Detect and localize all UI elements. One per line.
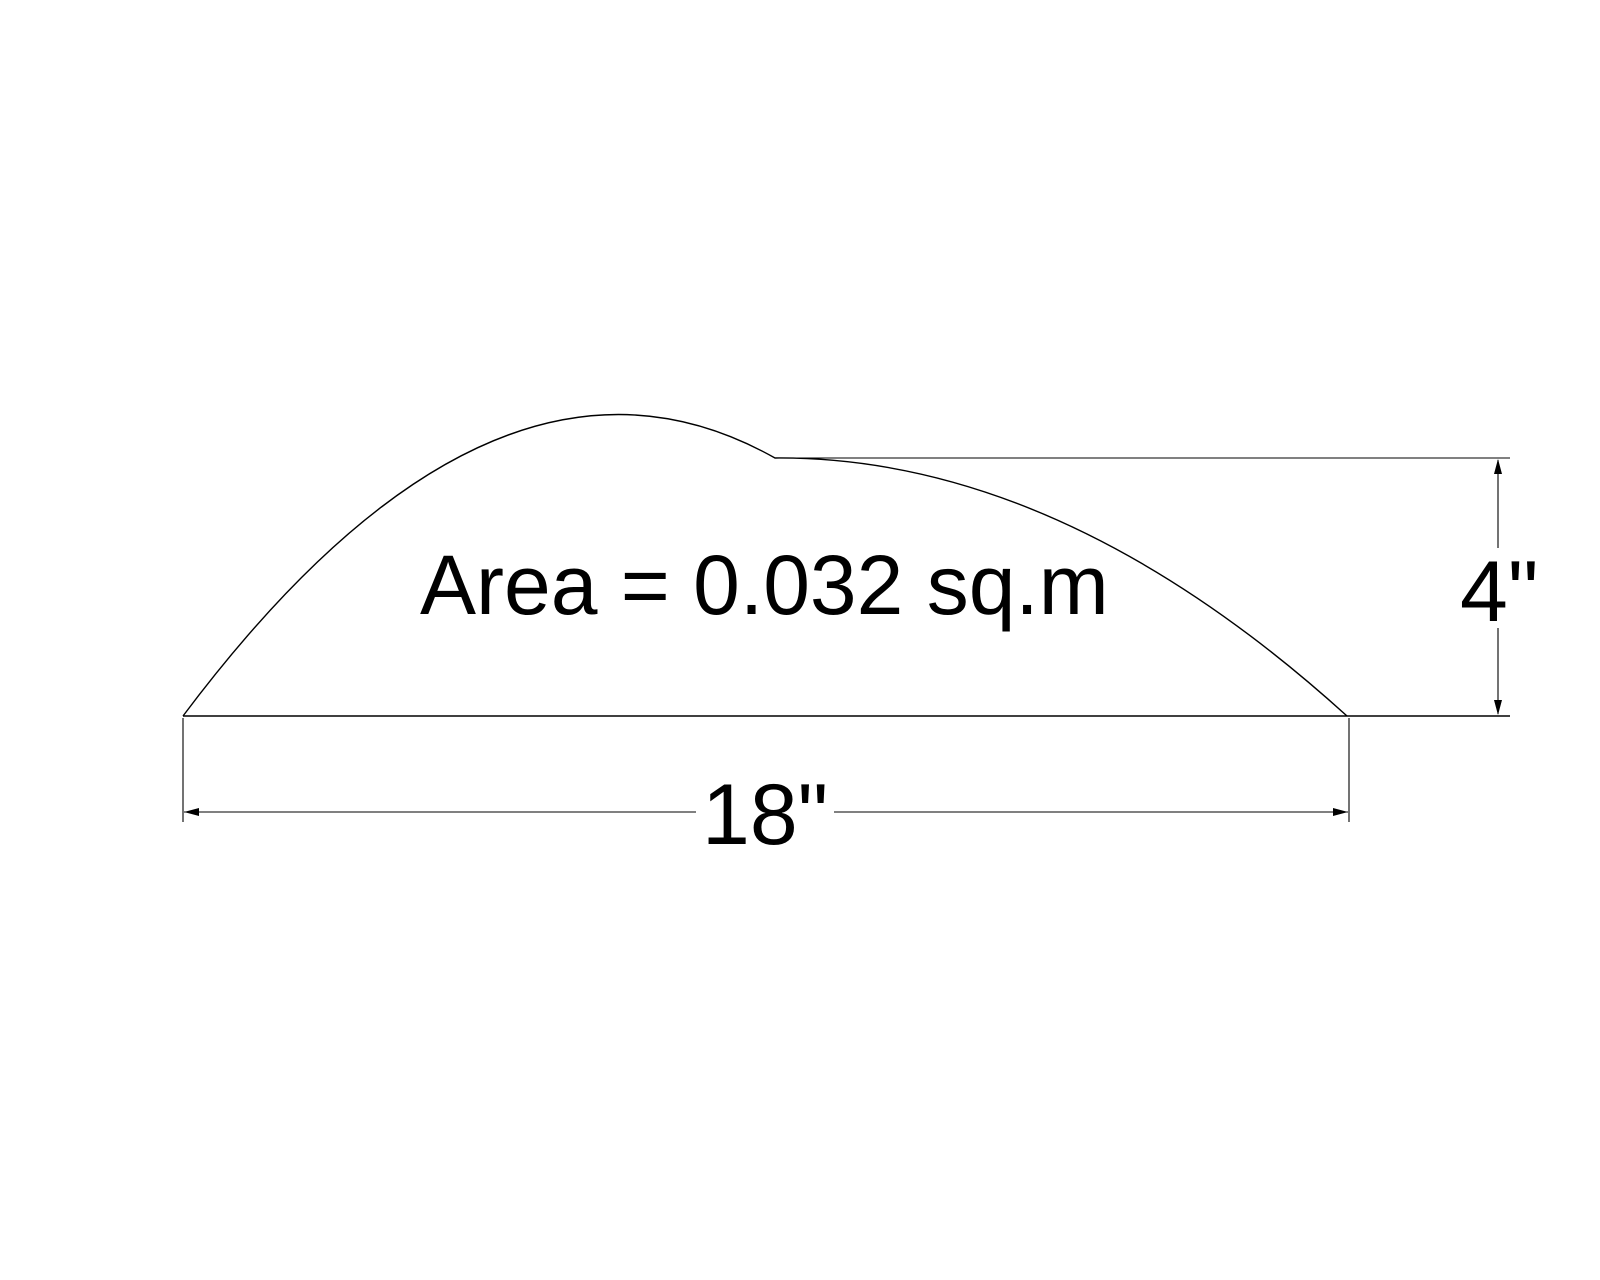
height-arrow-top	[1494, 459, 1502, 474]
height-dimension-label: 4"	[1460, 544, 1538, 640]
width-arrow-left	[184, 808, 199, 816]
segment-arc	[182, 413, 1348, 717]
area-label: Area = 0.032 sq.m	[420, 538, 1109, 632]
width-arrow-right	[1333, 808, 1348, 816]
height-arrow-bottom	[1494, 700, 1502, 715]
width-dimension-label: 18"	[702, 767, 828, 863]
